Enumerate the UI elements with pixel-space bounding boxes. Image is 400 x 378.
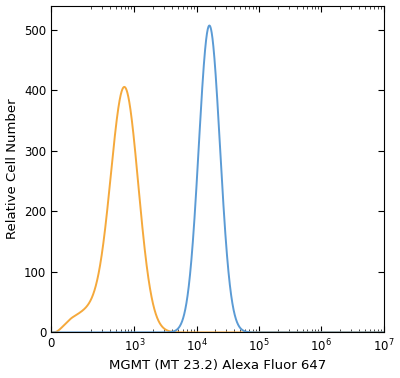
Y-axis label: Relative Cell Number: Relative Cell Number [6,99,18,239]
X-axis label: MGMT (MT 23.2) Alexa Fluor 647: MGMT (MT 23.2) Alexa Fluor 647 [109,359,326,372]
